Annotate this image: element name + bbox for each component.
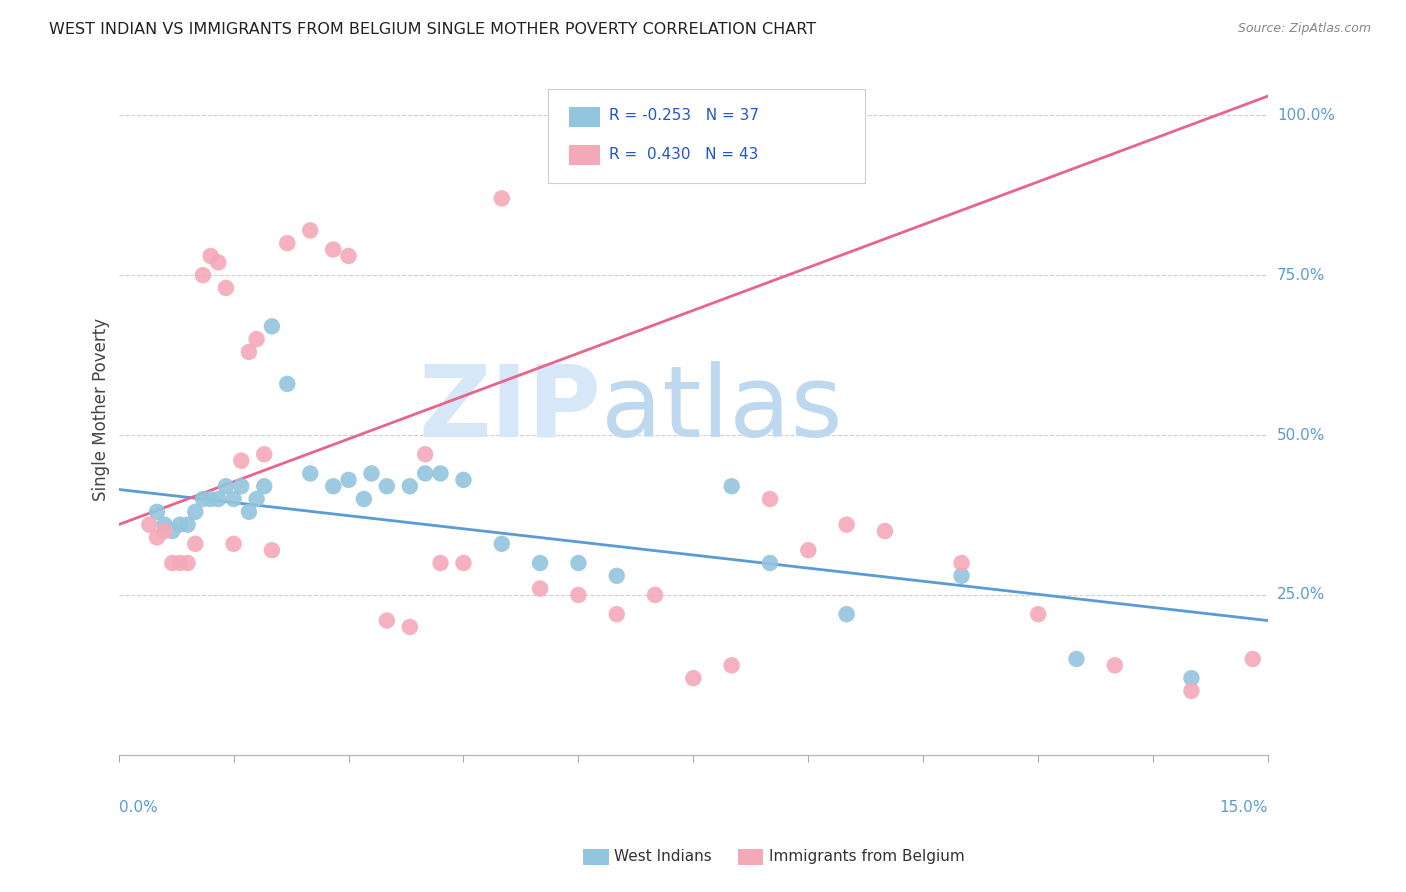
Point xyxy=(176,517,198,532)
Point xyxy=(222,537,245,551)
Point xyxy=(238,505,260,519)
Point xyxy=(146,530,169,544)
Point xyxy=(567,588,589,602)
Point xyxy=(453,473,475,487)
Text: Source: ZipAtlas.com: Source: ZipAtlas.com xyxy=(1237,22,1371,36)
Text: R = -0.253   N = 37: R = -0.253 N = 37 xyxy=(609,109,759,123)
Point xyxy=(606,569,628,583)
Point xyxy=(413,467,436,481)
Point xyxy=(759,556,782,570)
Point xyxy=(491,537,513,551)
Point xyxy=(873,524,896,538)
Text: WEST INDIAN VS IMMIGRANTS FROM BELGIUM SINGLE MOTHER POVERTY CORRELATION CHART: WEST INDIAN VS IMMIGRANTS FROM BELGIUM S… xyxy=(49,22,817,37)
Y-axis label: Single Mother Poverty: Single Mother Poverty xyxy=(93,318,110,501)
Text: 75.0%: 75.0% xyxy=(1277,268,1326,283)
Point xyxy=(375,479,398,493)
Point xyxy=(231,453,253,467)
Point xyxy=(1180,684,1202,698)
Point xyxy=(1241,652,1264,666)
Point xyxy=(950,569,973,583)
Point xyxy=(835,607,858,622)
Point xyxy=(176,556,198,570)
Point xyxy=(1026,607,1049,622)
Point xyxy=(191,491,214,506)
Point xyxy=(238,345,260,359)
Point xyxy=(1180,671,1202,685)
Point xyxy=(1104,658,1126,673)
Point xyxy=(567,556,589,570)
Point xyxy=(529,556,551,570)
Text: 50.0%: 50.0% xyxy=(1277,427,1326,442)
Point xyxy=(231,479,253,493)
Point xyxy=(353,491,375,506)
Point xyxy=(529,582,551,596)
Point xyxy=(337,473,360,487)
Point xyxy=(606,607,628,622)
Point xyxy=(759,491,782,506)
Point xyxy=(429,556,451,570)
Point xyxy=(162,556,184,570)
Point xyxy=(215,479,238,493)
Point xyxy=(184,537,207,551)
Point xyxy=(491,191,513,205)
Point xyxy=(153,517,176,532)
Point xyxy=(720,658,742,673)
Point xyxy=(169,517,191,532)
Point xyxy=(429,467,451,481)
Point xyxy=(337,249,360,263)
Point xyxy=(191,268,214,282)
Point xyxy=(184,505,207,519)
Point xyxy=(245,491,267,506)
Point xyxy=(644,588,666,602)
Point xyxy=(153,524,176,538)
Text: 0.0%: 0.0% xyxy=(118,800,157,814)
Point xyxy=(253,479,276,493)
Text: 15.0%: 15.0% xyxy=(1219,800,1268,814)
Point xyxy=(835,517,858,532)
Point xyxy=(260,543,283,558)
Point xyxy=(950,556,973,570)
Point xyxy=(398,620,420,634)
Point xyxy=(375,614,398,628)
Text: ZIP: ZIP xyxy=(419,361,602,458)
Text: R =  0.430   N = 43: R = 0.430 N = 43 xyxy=(609,147,758,161)
Point xyxy=(253,447,276,461)
Point xyxy=(276,236,298,251)
Point xyxy=(146,505,169,519)
Point xyxy=(682,671,704,685)
Point xyxy=(413,447,436,461)
Point xyxy=(200,491,222,506)
Point xyxy=(299,467,322,481)
Point xyxy=(322,479,344,493)
Text: West Indians: West Indians xyxy=(614,849,713,863)
Text: atlas: atlas xyxy=(602,361,844,458)
Point xyxy=(797,543,820,558)
Point xyxy=(260,319,283,334)
Point xyxy=(207,255,229,269)
Point xyxy=(207,491,229,506)
Point xyxy=(200,249,222,263)
Point xyxy=(453,556,475,570)
Point xyxy=(720,479,742,493)
Text: Immigrants from Belgium: Immigrants from Belgium xyxy=(769,849,965,863)
Point xyxy=(162,524,184,538)
Point xyxy=(276,376,298,391)
Point xyxy=(222,491,245,506)
Point xyxy=(360,467,382,481)
Point xyxy=(322,243,344,257)
Text: 25.0%: 25.0% xyxy=(1277,588,1326,602)
Point xyxy=(169,556,191,570)
Point xyxy=(398,479,420,493)
Point xyxy=(245,332,267,346)
Point xyxy=(138,517,160,532)
Point xyxy=(299,223,322,237)
Point xyxy=(215,281,238,295)
Text: 100.0%: 100.0% xyxy=(1277,108,1336,123)
Point xyxy=(1066,652,1088,666)
